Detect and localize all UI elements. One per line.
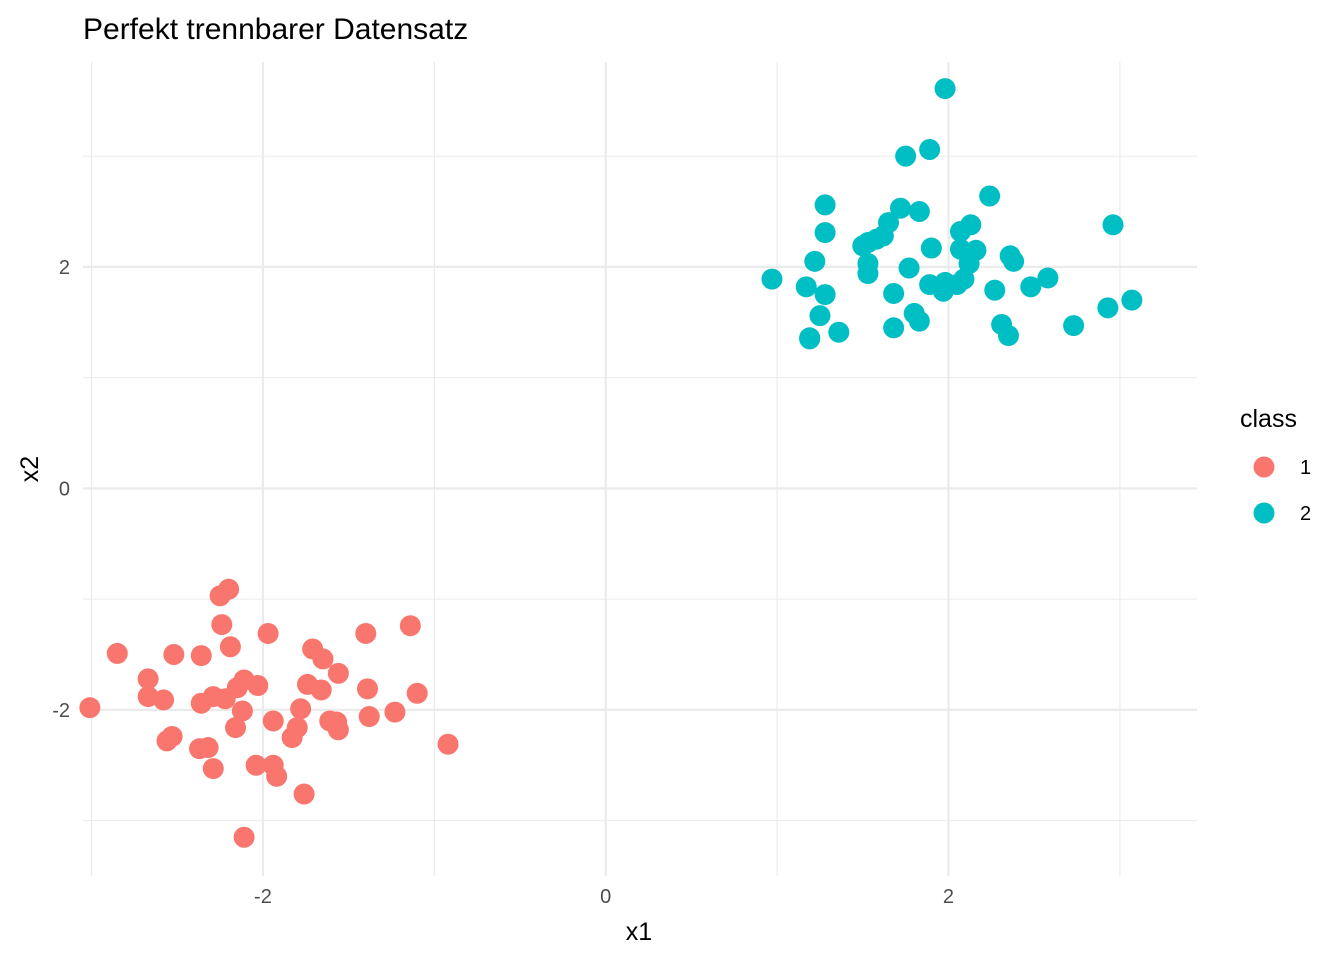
data-point-class-1 <box>219 636 241 658</box>
data-point-class-2 <box>934 78 956 100</box>
legend-items: 12 <box>1253 456 1311 525</box>
data-point-class-2 <box>895 145 917 167</box>
data-point-class-1 <box>384 701 406 723</box>
data-point-class-2 <box>1003 250 1025 272</box>
legend-label-class-1: 1 <box>1300 457 1311 479</box>
data-point-class-2 <box>920 237 942 259</box>
data-point-class-2 <box>761 268 783 290</box>
data-point-class-2 <box>1063 315 1085 337</box>
data-point-class-2 <box>997 325 1019 347</box>
data-point-class-2 <box>919 138 941 160</box>
data-point-class-2 <box>1037 267 1059 289</box>
data-point-class-1 <box>312 648 334 670</box>
data-point-class-2 <box>965 239 987 261</box>
data-point-class-1 <box>161 725 183 747</box>
data-point-class-1 <box>218 578 240 600</box>
data-points <box>79 78 1143 848</box>
data-point-class-1 <box>79 697 101 719</box>
data-point-class-2 <box>883 282 905 304</box>
data-point-class-1 <box>231 700 253 722</box>
data-point-class-1 <box>202 758 224 780</box>
legend-key-class-2 <box>1253 502 1275 524</box>
legend-label-class-2: 2 <box>1300 503 1311 525</box>
data-point-class-1 <box>310 679 332 701</box>
data-point-class-2 <box>814 194 836 216</box>
data-point-class-1 <box>355 622 377 644</box>
data-point-class-1 <box>257 622 279 644</box>
y-tick-label: -2 <box>52 700 70 722</box>
legend-key-class-1 <box>1253 456 1275 478</box>
data-point-class-2 <box>828 321 850 343</box>
data-point-class-1 <box>262 710 284 732</box>
data-point-class-2 <box>814 284 836 306</box>
x-tick-label: -2 <box>254 886 272 908</box>
data-point-class-1 <box>356 678 378 700</box>
data-point-class-1 <box>106 642 128 664</box>
y-axis-title: x2 <box>16 456 44 482</box>
data-point-class-1 <box>399 615 421 637</box>
data-point-class-2 <box>898 257 920 279</box>
data-point-class-1 <box>290 698 312 720</box>
data-point-class-1 <box>190 645 212 667</box>
data-point-class-1 <box>197 737 219 759</box>
data-point-class-1 <box>286 717 308 739</box>
data-point-class-2 <box>1020 276 1042 298</box>
x-tick-label: 2 <box>943 886 954 908</box>
data-point-class-2 <box>1102 214 1124 236</box>
data-point-class-1 <box>225 717 247 739</box>
data-point-class-1 <box>327 662 349 684</box>
data-point-class-2 <box>814 222 836 244</box>
data-point-class-2 <box>883 317 905 339</box>
data-point-class-2 <box>908 310 930 332</box>
data-point-class-1 <box>358 706 380 728</box>
major-gridlines <box>83 62 1197 876</box>
data-point-class-1 <box>137 668 159 690</box>
y-tick-label: 0 <box>59 478 70 500</box>
data-point-class-2 <box>809 305 831 327</box>
legend: class 12 <box>1240 405 1311 525</box>
y-tick-label: 2 <box>59 257 70 279</box>
data-point-class-1 <box>406 682 428 704</box>
data-point-class-2 <box>960 214 982 236</box>
data-point-class-2 <box>1121 289 1143 311</box>
legend-title: class <box>1240 405 1297 433</box>
data-point-class-1 <box>163 644 185 666</box>
x-tick-label: 0 <box>600 886 611 908</box>
data-point-class-1 <box>247 675 269 697</box>
data-point-class-1 <box>233 826 255 848</box>
x-axis-tick-labels: -2 0 2 <box>254 886 954 908</box>
chart-title: Perfekt trennbarer Datensatz <box>83 13 468 46</box>
x-axis-title: x1 <box>626 918 652 946</box>
data-point-class-1 <box>437 733 459 755</box>
data-point-class-2 <box>979 185 1001 207</box>
data-point-class-2 <box>804 250 826 272</box>
data-point-class-1 <box>245 754 267 776</box>
data-point-class-2 <box>908 201 930 223</box>
data-point-class-1 <box>153 689 175 711</box>
y-axis-tick-labels: -2 0 2 <box>52 257 70 722</box>
data-point-class-2 <box>984 279 1006 301</box>
data-point-class-2 <box>1097 297 1119 319</box>
minor-gridlines <box>83 62 1197 876</box>
data-point-class-2 <box>857 263 879 285</box>
data-point-class-2 <box>795 276 817 298</box>
data-point-class-2 <box>890 197 912 219</box>
data-point-class-2 <box>878 212 900 234</box>
data-point-class-2 <box>799 328 821 350</box>
data-point-class-1 <box>211 614 233 636</box>
data-point-class-1 <box>327 719 349 741</box>
data-point-class-1 <box>293 783 315 805</box>
data-point-class-1 <box>266 765 288 787</box>
